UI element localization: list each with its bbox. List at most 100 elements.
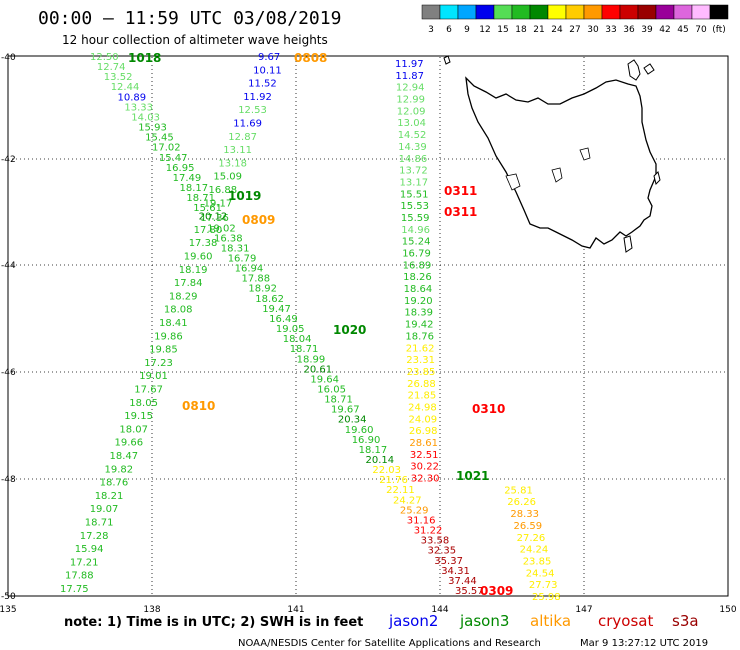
legend-swatch <box>529 4 549 20</box>
wave-height-label: 17.88 <box>65 571 94 582</box>
legend-swatch <box>637 4 657 20</box>
wave-height-label: 26.88 <box>407 379 436 390</box>
wave-height-label: 35.37 <box>434 556 463 567</box>
legend-swatch <box>583 4 603 20</box>
wave-height-label: 15.53 <box>400 201 429 212</box>
wave-height-label: 15.24 <box>402 237 431 248</box>
wave-height-label: 15.61 <box>193 203 222 214</box>
legend-label: 45 <box>677 25 688 35</box>
wave-height-label: 18.19 <box>179 265 208 276</box>
wave-height-label: 19.05 <box>276 324 305 335</box>
wave-height-label: 24.54 <box>526 568 555 579</box>
longitude-label: 147 <box>575 605 592 615</box>
wave-height-label: 12.87 <box>228 132 257 143</box>
wave-height-label: 22.03 <box>372 465 401 476</box>
wave-height-label: 32.35 <box>428 546 457 557</box>
altimeter-tracks: 12.5012.7413.5212.4410.8913.3314.0315.93… <box>60 52 561 603</box>
lake-st-clair <box>551 167 563 183</box>
wave-height-label: 17.49 <box>173 173 202 184</box>
wave-height-label: 15.47 <box>159 153 188 164</box>
time-marker: 1018 <box>128 51 161 65</box>
wave-height-label: 17.02 <box>152 143 181 154</box>
satellite-legend-entry: cryosat <box>598 612 653 630</box>
legend-swatch <box>547 4 567 20</box>
longitude-label: 144 <box>431 605 448 615</box>
wave-height-label: 17.88 <box>242 274 271 285</box>
wave-height-label: 19.42 <box>405 320 434 331</box>
time-marker: 0808 <box>294 51 327 65</box>
legend-swatch <box>421 4 441 20</box>
wave-height-label: 13.18 <box>218 158 247 169</box>
time-marker: 0809 <box>242 213 275 227</box>
wave-height-label: 19.01 <box>139 371 168 382</box>
legend-swatch <box>709 4 729 20</box>
wave-height-label: 11.92 <box>243 92 272 103</box>
wave-height-label: 23.85 <box>407 367 436 378</box>
wave-height-label: 19.67 <box>331 405 360 416</box>
wave-height-label: 12.74 <box>97 62 126 73</box>
legend-label: 18 <box>515 25 527 35</box>
wave-height-label: 19.15 <box>124 411 153 422</box>
wave-height-label: 24.09 <box>409 414 438 425</box>
wave-height-label: 31.22 <box>414 526 443 537</box>
wave-height-label: 27.73 <box>529 580 558 591</box>
legend-label: 30 <box>587 25 599 35</box>
macquarie-harbour <box>505 173 521 191</box>
time-marker: 0810 <box>182 399 215 413</box>
tasmania-outline <box>465 76 657 249</box>
legend-label: 21 <box>533 25 544 35</box>
wave-height-label: 11.97 <box>395 59 424 70</box>
wave-height-label: 20.14 <box>366 455 395 466</box>
wave-height-label: 27.26 <box>517 533 546 544</box>
wave-height-label: 11.87 <box>395 71 424 82</box>
wave-height-label: 18.05 <box>129 398 158 409</box>
map-title: 00:00 – 11:59 UTC 03/08/2019 <box>38 8 341 29</box>
wave-height-label: 18.17 <box>359 445 388 456</box>
color-scale-legend: 3 6 9 12 15 18 21 24 27 30 33 36 39 42 45 70 (ft) <box>421 4 729 35</box>
wave-height-label: 21.85 <box>408 391 437 402</box>
wave-height-label: 17.38 <box>189 238 218 249</box>
wave-height-label: 12.53 <box>238 105 267 116</box>
wave-height-label: 19.17 <box>204 198 233 209</box>
wave-height-label: 18.99 <box>297 354 326 365</box>
legend-label: 36 <box>623 25 635 35</box>
legend-swatch <box>493 4 513 20</box>
wave-height-label: 31.16 <box>407 516 436 527</box>
wave-height-label: 15.51 <box>400 189 429 200</box>
wave-height-label: 22.11 <box>386 485 415 496</box>
time-marker: 0310 <box>472 402 505 416</box>
bruny-island <box>623 235 633 253</box>
wave-height-label: 18.71 <box>85 518 114 529</box>
wave-height-label: 20.34 <box>338 415 367 426</box>
map-frame <box>7 55 729 597</box>
wave-height-label: 16.79 <box>228 254 257 265</box>
wave-height-label: 18.07 <box>119 424 148 435</box>
legend-swatch <box>511 4 531 20</box>
wave-height-label: 18.29 <box>169 291 198 302</box>
wave-height-label: 14.96 <box>401 225 430 236</box>
wave-height-label: 26.59 <box>514 521 543 532</box>
wave-height-label: 18.08 <box>164 305 193 316</box>
wave-height-label: 17.84 <box>174 278 203 289</box>
wave-height-label: 13.17 <box>400 177 429 188</box>
legend-label: 15 <box>497 25 508 35</box>
wave-height-label: 19.20 <box>404 296 433 307</box>
wave-height-label: 14.03 <box>131 113 160 124</box>
wave-height-label: 10.89 <box>118 92 147 103</box>
longitude-label: 135 <box>0 605 17 615</box>
wave-height-label: 24.24 <box>520 545 549 556</box>
wave-height-label: 12.50 <box>90 52 119 63</box>
legend-swatch <box>439 4 459 20</box>
wave-height-label: 16.90 <box>352 435 381 446</box>
legend-swatch <box>619 4 639 20</box>
legend-swatch <box>565 4 585 20</box>
wave-height-label: 13.52 <box>104 72 133 83</box>
wave-height-label: 16.49 <box>269 314 298 325</box>
latitude-label: -48 <box>1 475 16 485</box>
cape-barren-island <box>643 63 655 75</box>
wave-height-label: 19.60 <box>345 425 374 436</box>
wave-height-label: 13.11 <box>223 145 252 156</box>
legend-label: 70 <box>695 25 707 35</box>
footer-credit: NOAA/NESDIS Center for Satellite Applica… <box>238 638 541 649</box>
